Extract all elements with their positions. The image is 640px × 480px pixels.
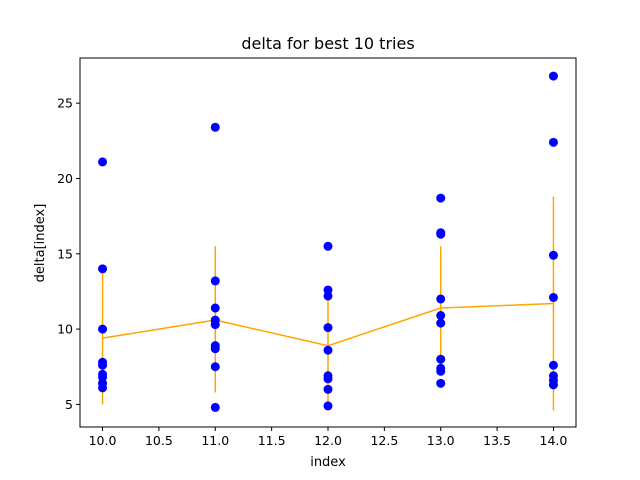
data-point <box>323 401 333 411</box>
data-point <box>210 276 220 286</box>
data-point <box>548 380 558 390</box>
data-point <box>210 122 220 132</box>
data-point <box>323 241 333 251</box>
data-point <box>98 383 108 393</box>
data-point <box>210 402 220 412</box>
data-point <box>210 320 220 330</box>
x-tick-label: 13.5 <box>483 433 511 448</box>
y-tick-label: 5 <box>65 397 73 412</box>
data-point <box>323 384 333 394</box>
data-point <box>323 374 333 384</box>
chart-title: delta for best 10 tries <box>241 34 414 53</box>
y-axis-ticks: 5 10 15 20 25 <box>57 96 80 412</box>
x-tick-label: 10.0 <box>89 433 117 448</box>
y-tick-label: 25 <box>57 96 73 111</box>
data-point <box>436 311 446 321</box>
plot-frame <box>79 57 577 428</box>
y-axis-label: delta[index] <box>33 204 48 283</box>
x-tick-label: 13.0 <box>427 433 455 448</box>
x-axis-label: index <box>310 455 346 470</box>
data-point <box>323 291 333 301</box>
data-points <box>98 71 558 412</box>
x-tick-label: 11.5 <box>258 433 286 448</box>
data-point <box>436 366 446 376</box>
data-point <box>548 250 558 260</box>
data-point <box>323 323 333 333</box>
x-tick-label: 10.5 <box>145 433 173 448</box>
data-point <box>548 360 558 370</box>
data-point <box>98 157 108 167</box>
mean-line <box>102 302 554 347</box>
data-point <box>436 229 446 239</box>
data-point <box>436 354 446 364</box>
data-point <box>323 345 333 355</box>
data-point <box>436 193 446 203</box>
x-tick-label: 11.0 <box>201 433 229 448</box>
y-tick-label: 15 <box>57 246 73 261</box>
y-tick-label: 20 <box>57 171 73 186</box>
data-point <box>548 292 558 302</box>
data-point <box>98 264 108 274</box>
data-point <box>548 137 558 147</box>
data-point <box>548 71 558 81</box>
data-point <box>210 344 220 354</box>
x-tick-label: 12.0 <box>314 433 342 448</box>
data-point <box>436 378 446 388</box>
data-point <box>436 294 446 304</box>
x-tick-label: 14.0 <box>540 433 568 448</box>
data-point <box>98 324 108 334</box>
data-point <box>210 362 220 372</box>
mean-line-group <box>102 302 554 347</box>
x-tick-label: 12.5 <box>370 433 398 448</box>
y-tick-label: 10 <box>57 322 73 337</box>
data-point <box>436 318 446 328</box>
x-axis-ticks: 10.0 10.5 11.0 11.5 12.0 12.5 13.0 13.5 14.0 <box>89 427 568 448</box>
data-point <box>210 303 220 313</box>
data-point <box>98 360 108 370</box>
